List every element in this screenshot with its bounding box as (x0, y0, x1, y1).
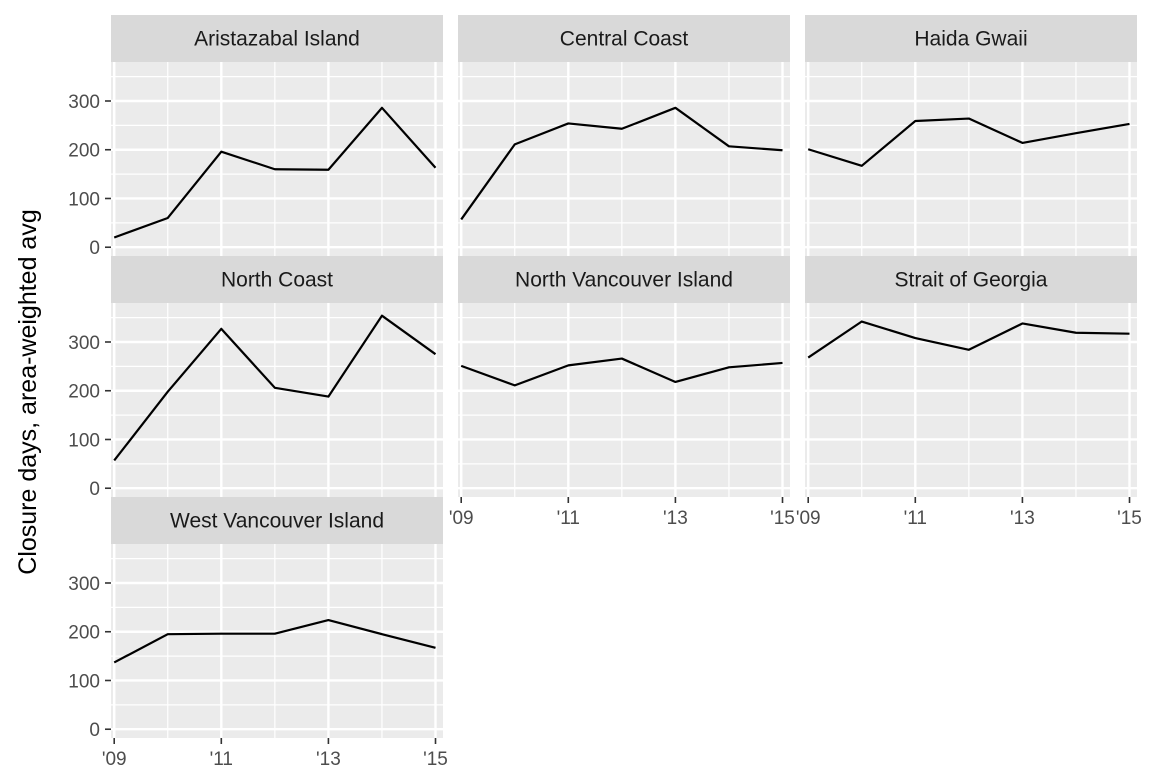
facet-north-vancouver-island: North Vancouver Island '09 '11 '13 '15 (449, 256, 795, 529)
facet-title: Aristazabal Island (194, 28, 360, 51)
facet-central-coast: Central Coast (458, 15, 790, 256)
x-tick-label: '13 (1010, 508, 1035, 529)
series-line-central-coast (460, 106, 783, 221)
y-tick-label: 300 (68, 92, 100, 113)
panel-background (458, 303, 790, 497)
facet-title: North Coast (221, 269, 333, 292)
facet-panels: Aristazabal Island 0 100 200 300 Central Coas… (68, 15, 1142, 768)
y-tick-label: 0 (89, 238, 100, 259)
series-line-north-vancouver-island (460, 357, 783, 387)
x-tick-label: '15 (423, 749, 448, 768)
facet-strait-of-georgia: Strait of Georgia '09 '11 '13 '15 (796, 256, 1142, 529)
series-line-west-vancouver-island (113, 618, 436, 664)
y-tick-label: 100 (68, 430, 100, 451)
panel-background (805, 62, 1137, 256)
x-tick-label: '09 (102, 749, 127, 768)
x-tick-label: '11 (557, 508, 580, 529)
facet-strip (458, 15, 790, 62)
x-tick-label: '15 (770, 508, 795, 529)
y-tick-label: 200 (68, 141, 100, 162)
facet-title: West Vancouver Island (170, 510, 384, 533)
facet-north-coast: North Coast 0 100 200 300 (68, 256, 443, 500)
series-line-haida-gwaii (807, 117, 1130, 167)
x-tick-label: '11 (210, 749, 233, 768)
y-tick-label: 200 (68, 382, 100, 403)
panel-background (111, 62, 443, 256)
facet-title: Haida Gwaii (914, 28, 1027, 51)
facet-title: North Vancouver Island (515, 269, 733, 292)
facet-strip (111, 497, 443, 544)
y-axis-label: Closure days, area-weighted avg (14, 209, 42, 574)
y-tick-label: 200 (68, 623, 100, 644)
y-tick-label: 300 (68, 333, 100, 354)
facet-strip (111, 256, 443, 303)
y-tick-label: 300 (68, 574, 100, 595)
panel-background (111, 544, 443, 738)
y-tick-label: 100 (68, 671, 100, 692)
facet-haida-gwaii: Haida Gwaii (805, 15, 1137, 256)
y-tick-label: 100 (68, 189, 100, 210)
x-tick-label: '15 (1117, 508, 1142, 529)
facet-title: Strait of Georgia (895, 269, 1048, 292)
panel-background (111, 303, 443, 497)
panel-background (805, 303, 1137, 497)
facet-strip (458, 256, 790, 303)
x-tick-label: '09 (449, 508, 474, 529)
x-tick-label: '13 (316, 749, 341, 768)
x-tick-label: '09 (796, 508, 821, 529)
facet-strip (805, 256, 1137, 303)
facet-west-vancouver-island: West Vancouver Island 0 100 200 300 '09 '11 '13… (68, 497, 448, 768)
y-tick-label: 0 (89, 720, 100, 741)
y-tick-label: 0 (89, 479, 100, 500)
panel-background (458, 62, 790, 256)
facet-title: Central Coast (560, 28, 689, 51)
series-line-strait-of-georgia (807, 320, 1130, 359)
facet-aristazabal-island: Aristazabal Island 0 100 200 300 (68, 15, 443, 259)
x-tick-label: '11 (904, 508, 927, 529)
series-line-north-coast (113, 314, 437, 462)
facet-strip (111, 15, 443, 62)
series-line-aristazabal-island (113, 106, 437, 239)
x-tick-label: '13 (663, 508, 688, 529)
facet-strip (805, 15, 1137, 62)
